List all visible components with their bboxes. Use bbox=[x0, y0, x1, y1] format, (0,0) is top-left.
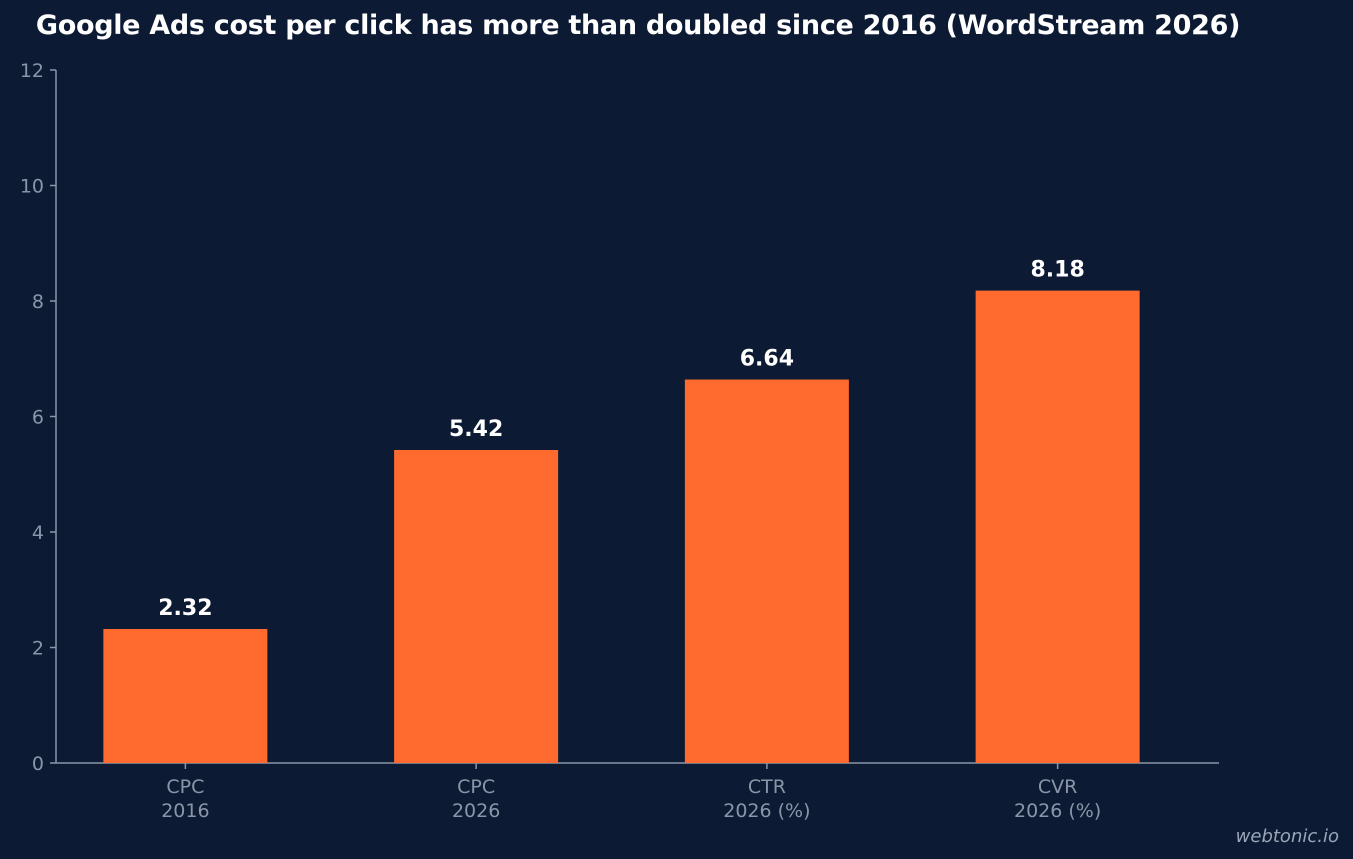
bar-value-label: 6.64 bbox=[740, 347, 794, 372]
bar bbox=[103, 629, 268, 763]
x-tick-label-line: CVR bbox=[1038, 776, 1077, 798]
x-tick-label: CTR 2026 (%) bbox=[723, 776, 810, 822]
x-tick-label-line: 2026 bbox=[452, 800, 500, 822]
y-tick-label: 8 bbox=[32, 291, 44, 313]
y-tick-label: 10 bbox=[20, 176, 44, 198]
y-tick-label: 12 bbox=[20, 60, 44, 82]
value-labels: 2.32 5.42 6.64 8.18 bbox=[158, 258, 1085, 621]
y-tick-label: 2 bbox=[32, 638, 44, 660]
y-tick-label: 4 bbox=[32, 522, 44, 544]
bars bbox=[103, 290, 1140, 763]
x-tick-label-line: 2016 bbox=[161, 800, 209, 822]
y-tick-label: 6 bbox=[32, 407, 44, 429]
watermark: webtonic.io bbox=[1235, 826, 1339, 847]
x-tick-label-line: 2026 (%) bbox=[1014, 800, 1101, 822]
y-tick-label: 0 bbox=[32, 753, 44, 775]
bar bbox=[684, 379, 849, 763]
bar bbox=[975, 290, 1140, 763]
x-tick-label-line: CTR bbox=[748, 776, 786, 798]
x-tick-label-line: CPC bbox=[457, 776, 495, 798]
bar bbox=[394, 449, 559, 763]
bar-value-label: 8.18 bbox=[1030, 258, 1084, 283]
bar-value-label: 2.32 bbox=[158, 596, 212, 621]
y-axis: 0 2 4 6 8 10 12 bbox=[20, 60, 57, 775]
bar-value-label: 5.42 bbox=[449, 417, 503, 442]
x-tick-label: CPC 2026 bbox=[452, 776, 500, 822]
x-tick-label: CPC 2016 bbox=[161, 776, 209, 822]
chart-title: Google Ads cost per click has more than … bbox=[35, 10, 1241, 41]
x-tick-label-line: 2026 (%) bbox=[723, 800, 810, 822]
x-tick-label-line: CPC bbox=[166, 776, 204, 798]
x-tick-label: CVR 2026 (%) bbox=[1014, 776, 1101, 822]
